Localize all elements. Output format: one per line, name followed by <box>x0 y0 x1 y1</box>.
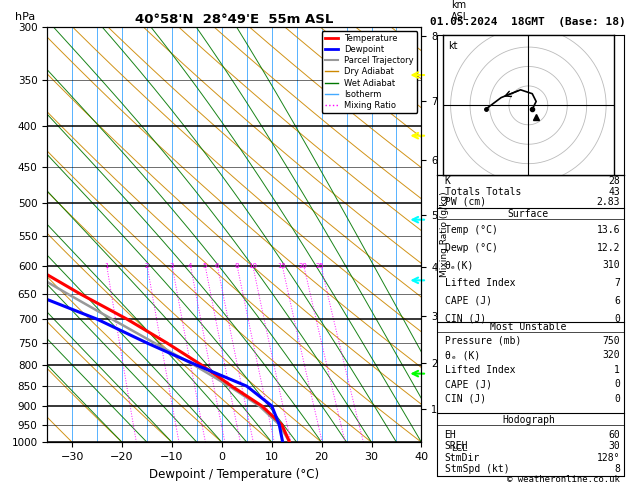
Text: 20: 20 <box>299 263 308 269</box>
Text: StmDir: StmDir <box>445 452 480 463</box>
Text: 320: 320 <box>603 350 620 361</box>
Text: 6: 6 <box>614 296 620 306</box>
Text: 3: 3 <box>169 263 174 269</box>
Text: 750: 750 <box>603 336 620 346</box>
Text: 25: 25 <box>316 263 325 269</box>
Text: 01.05.2024  18GMT  (Base: 18): 01.05.2024 18GMT (Base: 18) <box>430 17 626 27</box>
Text: 43: 43 <box>608 187 620 197</box>
Text: CIN (J): CIN (J) <box>445 313 486 324</box>
Text: 128°: 128° <box>596 452 620 463</box>
Text: 2: 2 <box>145 263 149 269</box>
Text: 0: 0 <box>614 313 620 324</box>
Text: K: K <box>445 176 450 187</box>
Text: 2.83: 2.83 <box>596 197 620 207</box>
Text: 7: 7 <box>614 278 620 288</box>
Text: Lifted Index: Lifted Index <box>445 365 515 375</box>
Text: EH: EH <box>445 430 456 440</box>
Text: 60: 60 <box>608 430 620 440</box>
Text: Lifted Index: Lifted Index <box>445 278 515 288</box>
Text: 5: 5 <box>203 263 207 269</box>
Y-axis label: Mixing Ratio (g/kg): Mixing Ratio (g/kg) <box>440 191 449 278</box>
Text: 6: 6 <box>214 263 219 269</box>
Text: CAPE (J): CAPE (J) <box>445 380 491 389</box>
Text: 28: 28 <box>608 176 620 187</box>
Text: km
ASL: km ASL <box>452 0 470 22</box>
Legend: Temperature, Dewpoint, Parcel Trajectory, Dry Adiabat, Wet Adiabat, Isotherm, Mi: Temperature, Dewpoint, Parcel Trajectory… <box>322 31 417 113</box>
Text: 8: 8 <box>235 263 239 269</box>
Text: 4: 4 <box>188 263 192 269</box>
Text: Totals Totals: Totals Totals <box>445 187 521 197</box>
Text: Dewp (°C): Dewp (°C) <box>445 243 498 253</box>
Text: SREH: SREH <box>445 441 468 451</box>
Text: 1: 1 <box>614 365 620 375</box>
Text: Most Unstable: Most Unstable <box>490 322 567 332</box>
Text: CIN (J): CIN (J) <box>445 394 486 404</box>
Text: Temp (°C): Temp (°C) <box>445 225 498 235</box>
Text: Surface: Surface <box>508 209 549 219</box>
Text: θₑ (K): θₑ (K) <box>445 350 480 361</box>
Text: Hodograph: Hodograph <box>502 415 555 425</box>
X-axis label: Dewpoint / Temperature (°C): Dewpoint / Temperature (°C) <box>149 468 320 481</box>
Text: kt: kt <box>448 41 457 51</box>
Text: 12.2: 12.2 <box>596 243 620 253</box>
Text: 0: 0 <box>614 394 620 404</box>
Text: 8: 8 <box>614 464 620 474</box>
Text: LCL: LCL <box>452 444 467 453</box>
Text: 30: 30 <box>608 441 620 451</box>
Text: CAPE (J): CAPE (J) <box>445 296 491 306</box>
Text: 310: 310 <box>603 260 620 270</box>
Text: StmSpd (kt): StmSpd (kt) <box>445 464 509 474</box>
Text: PW (cm): PW (cm) <box>445 197 486 207</box>
Text: hPa: hPa <box>15 12 36 22</box>
Text: θₑ(K): θₑ(K) <box>445 260 474 270</box>
Text: 15: 15 <box>277 263 286 269</box>
Text: 1: 1 <box>104 263 109 269</box>
Text: 13.6: 13.6 <box>596 225 620 235</box>
Title: 40°58'N  28°49'E  55m ASL: 40°58'N 28°49'E 55m ASL <box>135 13 333 26</box>
Text: 10: 10 <box>248 263 257 269</box>
Text: Pressure (mb): Pressure (mb) <box>445 336 521 346</box>
Text: © weatheronline.co.uk: © weatheronline.co.uk <box>507 474 620 484</box>
Text: 0: 0 <box>614 380 620 389</box>
